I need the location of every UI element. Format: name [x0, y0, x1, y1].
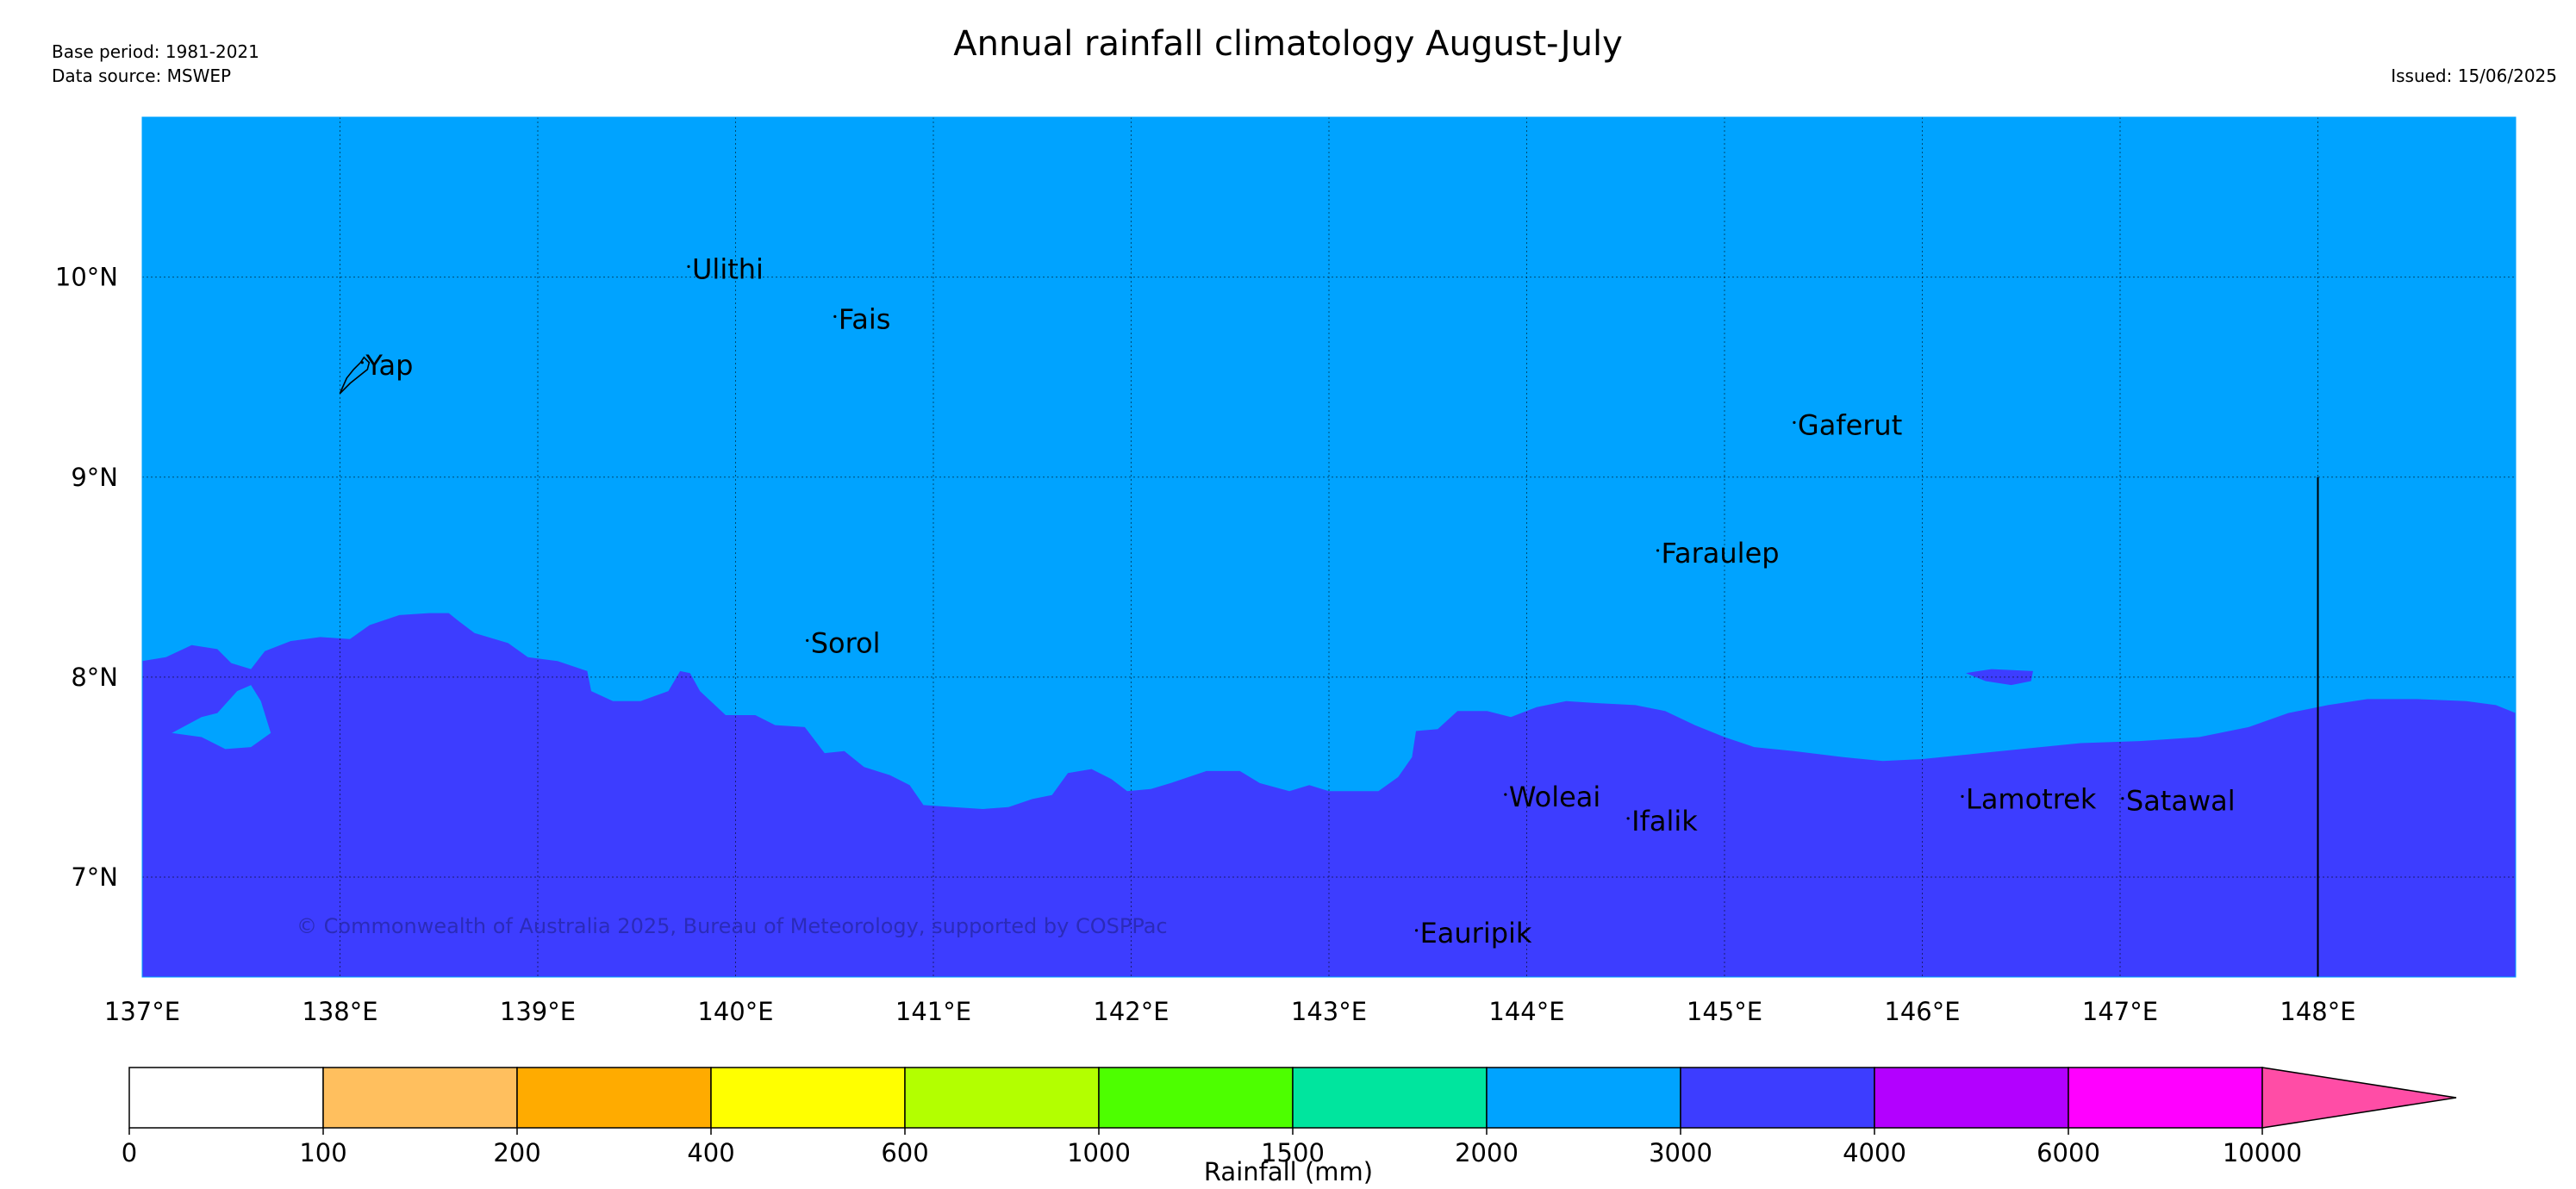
lon-tick-label: 137°E: [104, 997, 180, 1026]
place-label: Faraulep: [1662, 537, 1780, 570]
lat-tick-label: 7°N: [71, 862, 118, 892]
island-marker: [687, 265, 690, 268]
island-marker: [1504, 793, 1507, 796]
colorbar-tick-label: 200: [493, 1138, 540, 1167]
colorbar-tick-label: 10000: [2223, 1138, 2302, 1167]
island-marker: [1626, 817, 1630, 820]
island-marker: [2121, 797, 2124, 800]
lon-tick-label: 142°E: [1093, 997, 1169, 1026]
colorbar-swatch: [1874, 1067, 2069, 1129]
lon-tick-label: 138°E: [302, 997, 377, 1026]
colorbar-swatch: [2068, 1067, 2263, 1129]
colorbar-swatch: [1680, 1067, 1875, 1129]
colorbar-tick-label: 600: [881, 1138, 928, 1167]
lon-tick-label: 144°E: [1488, 997, 1564, 1026]
yap-island-outline: [339, 356, 371, 395]
colorbar-tick-label: 400: [687, 1138, 734, 1167]
lon-tick-label: 145°E: [1687, 997, 1762, 1026]
colorbar-swatch: [1486, 1067, 1681, 1129]
place-label: Gaferut: [1798, 408, 1902, 441]
lon-tick-label: 146°E: [1884, 997, 1960, 1026]
colorbar-tick-label: 4000: [1843, 1138, 1906, 1167]
lon-tick-label: 143°E: [1291, 997, 1367, 1026]
place-label: Eauripik: [1420, 917, 1532, 949]
colorbar-swatch: [1098, 1067, 1294, 1129]
island-marker: [1414, 929, 1419, 932]
place-label: Sorol: [811, 626, 881, 659]
colorbar-tick-label: 2000: [1455, 1138, 1519, 1167]
island-marker: [833, 314, 837, 318]
lat-tick-label: 9°N: [71, 463, 118, 492]
place-label: Woleai: [1509, 781, 1600, 813]
colorbar-swatch: [904, 1067, 1100, 1129]
colorbar-swatch: [322, 1067, 518, 1129]
place-label: Lamotrek: [1966, 782, 2097, 815]
lon-tick-label: 140°E: [697, 997, 773, 1026]
lon-tick-label: 148°E: [2280, 997, 2355, 1026]
map-content: Yap Ulithi Fais Gaferut Faraulep Sorol Woleai I…: [142, 117, 2516, 977]
island-marker: [1793, 420, 1796, 424]
place-label: Ulithi: [692, 252, 764, 285]
place-label: Yap: [365, 349, 413, 382]
issued-date-text: Issued: 15/06/2025: [2391, 65, 2557, 86]
colorbar-swatch: [1292, 1067, 1488, 1129]
island-marker: [806, 638, 809, 642]
lon-tick-label: 147°E: [2082, 997, 2158, 1026]
colorbar-tick-label: 1500: [1261, 1138, 1325, 1167]
map-panel: Yap Ulithi Fais Gaferut Faraulep Sorol Woleai I…: [55, 116, 2517, 1026]
copyright-notice: © Commonwealth of Australia 2025, Bureau…: [296, 914, 1168, 938]
lat-tick-label: 8°N: [71, 663, 118, 692]
map-title: Annual rainfall climatology August-July: [953, 24, 1623, 64]
colorbar-tick-label: 6000: [2036, 1138, 2100, 1167]
colorbar-swatch: [516, 1067, 712, 1129]
island-marker: [1961, 794, 1964, 799]
data-source-text: Data source: MSWEP: [52, 65, 232, 86]
colorbar-label: Rainfall (mm): [1204, 1157, 1373, 1186]
lat-tick-label: 10°N: [55, 263, 118, 292]
island-marker: [360, 361, 364, 364]
lon-tick-label: 139°E: [500, 997, 576, 1026]
map-frame: [141, 116, 2517, 978]
colorbar-tick-label: 1000: [1067, 1138, 1131, 1167]
place-label: Ifalik: [1631, 805, 1698, 837]
colorbar: 0 100 200 400 600 1000 1500 2000 3000 4000 6000 100…: [122, 1067, 2457, 1186]
place-label: Fais: [839, 302, 891, 335]
colorbar-tick-label: 3000: [1649, 1138, 1712, 1167]
colorbar-swatch: [128, 1067, 324, 1129]
place-label: Satawal: [2126, 785, 2236, 818]
colorbar-tick-label: 100: [299, 1138, 346, 1167]
colorbar-swatch: [710, 1067, 906, 1129]
rainfall-band-pocket: [172, 685, 271, 750]
colorbar-extend-arrow: [2261, 1067, 2457, 1129]
island-marker: [1656, 549, 1660, 552]
base-period-text: Base period: 1981-2021: [52, 41, 259, 62]
lon-tick-label: 141°E: [895, 997, 971, 1026]
colorbar-tick-label: 0: [122, 1138, 137, 1167]
